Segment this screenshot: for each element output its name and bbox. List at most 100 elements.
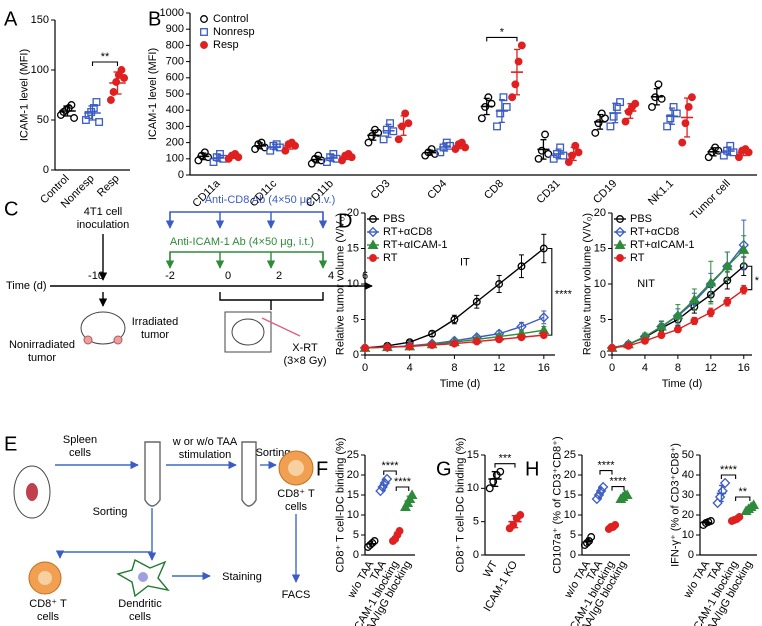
data-point (609, 112, 618, 121)
data-point (92, 98, 101, 106)
y-tick-label: 0 (570, 549, 576, 561)
data-point (374, 128, 383, 137)
y-tick-label: 20 (564, 469, 576, 481)
irradiated-label: tumor (141, 329, 169, 341)
bracket (169, 211, 324, 222)
data-point (688, 294, 700, 304)
data-point (379, 135, 388, 144)
beam (261, 317, 301, 337)
data-point (495, 280, 504, 288)
data-point (401, 109, 410, 118)
significance-label: ** (738, 486, 747, 498)
time-tick: -2 (165, 270, 175, 282)
irradiated-label: Irradiated (132, 316, 178, 328)
y-axis-label: ICAM-1 level (MFI) (18, 49, 30, 141)
time-label: Time (d) (6, 280, 47, 292)
legend-marker (369, 254, 377, 262)
data-point (234, 153, 243, 162)
data-point (657, 94, 666, 103)
time-tick: 2 (276, 270, 282, 282)
data-point (597, 481, 609, 493)
y-tick-label: 0 (43, 164, 49, 176)
x-tick-label: 0 (362, 362, 368, 374)
y-tick-label: 5 (353, 313, 359, 325)
significance-label: **** (555, 289, 573, 301)
data-point (606, 122, 615, 131)
data-point (95, 118, 104, 126)
data-point (723, 297, 732, 306)
arrow (55, 550, 152, 559)
cd8-label: cells (37, 611, 60, 623)
y-axis-label: Relative tumor volume (V/V₀) (582, 213, 594, 355)
x-axis-label: Time (d) (440, 378, 481, 390)
y-tick-label: 40 (682, 469, 694, 481)
data-point (120, 74, 129, 82)
data-point (382, 125, 391, 134)
data-point (394, 135, 403, 144)
data-point (317, 156, 326, 165)
legend-label: RT+αICAM-1 (383, 239, 448, 251)
y-tick-label: 15 (347, 242, 359, 254)
sorting-label: Sorting (256, 447, 291, 459)
data-point (672, 309, 684, 320)
y-tick-label: 20 (347, 207, 359, 219)
data-point (537, 146, 546, 155)
legend-label: RT+αCD8 (630, 226, 679, 238)
x-tick-label: Tumor cell (688, 178, 733, 223)
legend-marker (369, 215, 377, 223)
y-tick-label: 900 (166, 23, 184, 35)
data-point (112, 78, 121, 86)
data-point (582, 539, 591, 547)
y-tick-label: 10 (347, 278, 359, 290)
tube (241, 441, 257, 507)
data-point (364, 138, 373, 147)
y-axis-label: CD107a⁺ (% of CD3⁺CD8⁺) (552, 436, 564, 573)
y-tick-label: 50 (37, 114, 49, 126)
time-tick: 4 (328, 270, 334, 282)
data-point (601, 114, 609, 123)
significance-bracket (720, 474, 737, 479)
data-point (281, 146, 290, 155)
legend-marker (200, 15, 208, 23)
legend-label: RT (630, 252, 645, 264)
y-axis-label: CD8⁺ T cell-DC binding (%) (455, 437, 467, 572)
cd8-label: CD8⁺ T (277, 488, 315, 500)
data-point (472, 337, 481, 346)
inoculation-label: inoculation (77, 219, 130, 231)
data-point (538, 312, 550, 323)
y-tick-label: 500 (166, 88, 184, 100)
data-point (648, 103, 656, 111)
data-point (514, 57, 523, 66)
panel-label: F (316, 458, 328, 480)
x-tick-label: CD8 (482, 178, 506, 202)
data-point (564, 158, 573, 166)
data-point (673, 325, 682, 334)
data-point (516, 511, 525, 519)
x-tick-label: 4 (642, 362, 648, 374)
x-tick-label: CD4 (425, 178, 449, 202)
x-tick-label: CD19 (591, 178, 619, 206)
data-point (204, 153, 213, 162)
y-tick-label: 0 (178, 169, 184, 181)
data-point (687, 93, 696, 102)
data-point (386, 119, 395, 128)
y-tick-label: 20 (682, 509, 694, 521)
diagram-c: C Anti-CD8 Ab (4×50 μg, i.v.) Anti-ICAM-… (4, 194, 373, 367)
y-tick-label: 5 (600, 313, 606, 325)
spleen (26, 483, 38, 501)
spleen-label: Spleen (63, 434, 97, 446)
y-tick-label: 700 (166, 56, 184, 68)
data-point (517, 333, 526, 342)
significance-label: ** (101, 51, 110, 63)
data-point (499, 93, 508, 102)
facs-label: FACS (282, 589, 311, 601)
x-tick-label: 8 (675, 362, 681, 374)
significance-bracket (747, 265, 753, 291)
sorting-label: Sorting (93, 506, 128, 518)
data-point (556, 143, 565, 152)
data-point (496, 109, 505, 118)
y-tick-label: 100 (31, 64, 49, 76)
data-point (477, 114, 486, 123)
legend-label: Nonresp (213, 26, 255, 38)
y-tick-label: 5 (473, 516, 479, 528)
